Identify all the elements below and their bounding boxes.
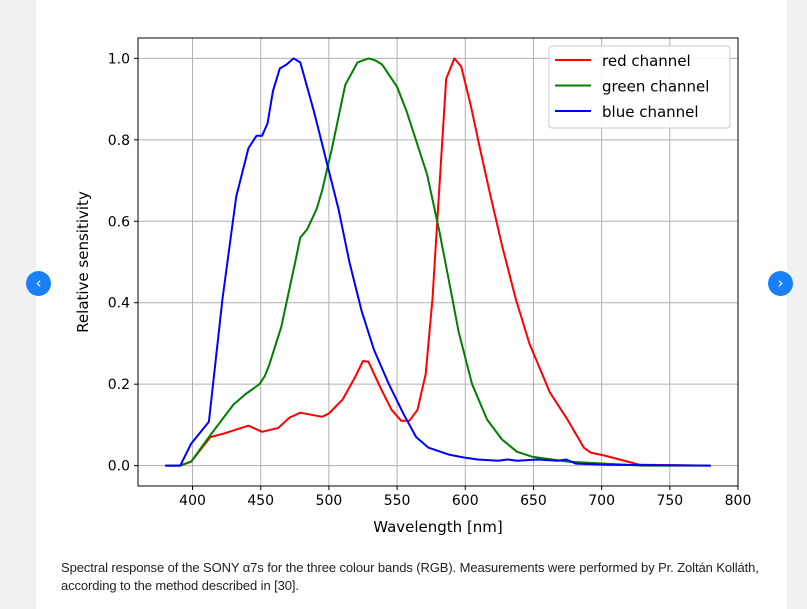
y-tick-label: 0.4 [108, 296, 130, 312]
x-tick-label: 600 [452, 493, 479, 509]
legend: red channel green channel blue channel [548, 45, 731, 129]
x-tick-label: 450 [247, 493, 274, 509]
x-tick-label: 650 [520, 493, 547, 509]
green-channel-line [165, 57, 711, 467]
x-tick-label: 400 [179, 493, 206, 509]
blue-channel-line [165, 57, 711, 467]
y-axis-label: Relative sensitivity [74, 191, 92, 333]
x-axis-label: Wavelength [nm] [373, 518, 503, 536]
carousel-prev-button[interactable]: ‹ [26, 271, 51, 296]
spectral-response-chart: 400 450 500 550 600 650 700 750 800 0.0 0.2 0.4 0.6 0… [74, 37, 752, 536]
red-channel-line [165, 57, 711, 467]
y-tick-label: 0.6 [108, 214, 130, 230]
chevron-right-icon: › [777, 274, 784, 292]
ticks: 400 450 500 550 600 650 700 750 800 0.0 0.2 0.4 0.6 0… [108, 51, 752, 509]
y-tick-label: 0.2 [108, 377, 130, 393]
legend-label: red channel [602, 52, 691, 70]
x-tick-label: 700 [588, 493, 615, 509]
legend-label: green channel [602, 78, 709, 96]
x-tick-label: 500 [316, 493, 343, 509]
x-tick-label: 750 [656, 493, 683, 509]
figure-caption: Spectral response of the SONY α7s for th… [61, 560, 759, 593]
axes-frame [137, 37, 739, 487]
series-lines [165, 57, 711, 467]
carousel-next-button[interactable]: › [768, 271, 793, 296]
y-tick-label: 0.0 [108, 459, 130, 475]
x-tick-label: 800 [725, 493, 752, 509]
x-tick-label: 550 [384, 493, 411, 509]
y-tick-label: 0.8 [108, 133, 130, 149]
chevron-left-icon: ‹ [35, 274, 42, 292]
legend-box [548, 45, 731, 129]
legend-label: blue channel [602, 103, 699, 121]
y-tick-label: 1.0 [108, 51, 130, 67]
